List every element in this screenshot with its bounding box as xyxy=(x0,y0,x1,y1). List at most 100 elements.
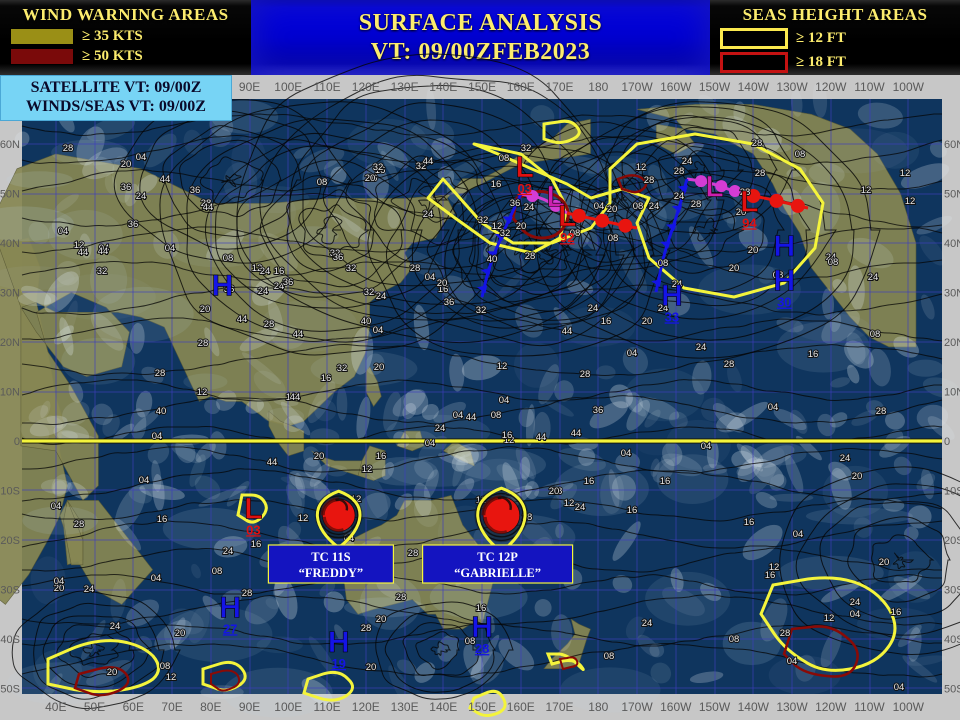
svg-text:04: 04 xyxy=(499,395,510,406)
svg-text:28: 28 xyxy=(264,319,275,330)
svg-text:100E: 100E xyxy=(274,80,302,94)
svg-text:28: 28 xyxy=(155,368,166,379)
svg-text:08: 08 xyxy=(223,253,234,264)
svg-text:110E: 110E xyxy=(314,700,341,714)
svg-text:50S: 50S xyxy=(944,684,960,696)
svg-text:150W: 150W xyxy=(699,700,731,714)
svg-text:100W: 100W xyxy=(893,80,925,94)
svg-text:24: 24 xyxy=(642,618,653,629)
svg-text:44: 44 xyxy=(562,326,573,337)
svg-text:28: 28 xyxy=(408,548,419,559)
svg-text:20S: 20S xyxy=(944,535,960,547)
svg-text:16: 16 xyxy=(627,505,638,516)
svg-text:04: 04 xyxy=(373,325,384,336)
svg-text:40N: 40N xyxy=(944,238,960,250)
svg-text:16: 16 xyxy=(808,349,819,360)
svg-text:04: 04 xyxy=(453,410,464,421)
svg-text:20: 20 xyxy=(376,614,387,625)
svg-text:03: 03 xyxy=(246,522,260,537)
svg-text:04: 04 xyxy=(136,152,147,163)
svg-text:110W: 110W xyxy=(854,700,885,714)
svg-text:32: 32 xyxy=(478,215,489,226)
svg-text:24: 24 xyxy=(258,286,269,297)
svg-text:20: 20 xyxy=(121,159,132,170)
svg-text:32: 32 xyxy=(97,266,108,277)
svg-text:08: 08 xyxy=(160,661,171,672)
svg-text:08: 08 xyxy=(828,257,839,268)
svg-text:H: H xyxy=(773,230,795,263)
svg-text:36: 36 xyxy=(444,297,455,308)
svg-text:180: 180 xyxy=(588,80,608,94)
svg-text:28: 28 xyxy=(691,199,702,210)
svg-text:H: H xyxy=(328,626,350,659)
svg-text:24: 24 xyxy=(674,191,685,202)
svg-text:20: 20 xyxy=(374,362,385,373)
svg-text:20: 20 xyxy=(879,557,890,568)
svg-text:32: 32 xyxy=(500,228,511,239)
svg-text:40S: 40S xyxy=(0,634,20,646)
svg-text:24: 24 xyxy=(868,272,879,283)
svg-text:30S: 30S xyxy=(0,585,20,597)
svg-text:28: 28 xyxy=(780,628,791,639)
svg-text:140W: 140W xyxy=(738,80,770,94)
svg-text:H: H xyxy=(219,591,241,624)
svg-text:08: 08 xyxy=(729,634,740,645)
svg-text:160E: 160E xyxy=(507,80,535,94)
svg-text:30: 30 xyxy=(777,295,791,310)
svg-text:H: H xyxy=(773,265,795,298)
svg-text:04: 04 xyxy=(621,448,632,459)
svg-text:28: 28 xyxy=(361,623,372,634)
svg-text:36: 36 xyxy=(190,185,201,196)
svg-text:24: 24 xyxy=(696,342,707,353)
svg-text:40S: 40S xyxy=(944,634,960,646)
svg-text:44: 44 xyxy=(160,174,171,185)
svg-text:16: 16 xyxy=(584,476,595,487)
svg-text:08: 08 xyxy=(604,651,615,662)
svg-text:10N: 10N xyxy=(944,387,960,399)
svg-text:04: 04 xyxy=(594,201,605,212)
svg-text:160W: 160W xyxy=(660,700,692,714)
svg-text:28: 28 xyxy=(475,641,489,656)
svg-text:03: 03 xyxy=(517,181,531,196)
svg-text:L: L xyxy=(558,200,576,233)
svg-text:04: 04 xyxy=(787,656,798,667)
svg-text:150E: 150E xyxy=(468,80,496,94)
svg-text:44: 44 xyxy=(98,246,109,257)
svg-text:16: 16 xyxy=(891,607,902,618)
svg-text:40: 40 xyxy=(361,316,372,327)
svg-text:04: 04 xyxy=(152,431,163,442)
svg-text:H: H xyxy=(212,270,234,303)
svg-text:140E: 140E xyxy=(429,700,457,714)
svg-text:24: 24 xyxy=(136,191,147,202)
svg-text:170E: 170E xyxy=(545,80,573,94)
svg-text:“GABRIELLE”: “GABRIELLE” xyxy=(454,566,541,580)
svg-text:44: 44 xyxy=(466,412,477,423)
svg-text:28: 28 xyxy=(644,175,655,186)
svg-text:20N: 20N xyxy=(0,337,20,349)
svg-text:44: 44 xyxy=(423,156,434,167)
svg-text:28: 28 xyxy=(674,166,685,177)
svg-text:12: 12 xyxy=(166,672,177,683)
svg-text:12: 12 xyxy=(197,387,208,398)
svg-text:04: 04 xyxy=(139,475,150,486)
svg-text:12: 12 xyxy=(298,513,309,524)
svg-text:10S: 10S xyxy=(0,486,20,498)
svg-text:32: 32 xyxy=(346,263,357,274)
svg-text:30N: 30N xyxy=(0,288,20,300)
svg-text:44: 44 xyxy=(293,329,304,340)
svg-text:H: H xyxy=(661,279,683,312)
svg-text:16: 16 xyxy=(274,266,285,277)
svg-text:27: 27 xyxy=(223,621,237,636)
svg-text:40E: 40E xyxy=(45,700,66,714)
svg-text:08: 08 xyxy=(212,566,223,577)
svg-text:20: 20 xyxy=(607,204,618,215)
svg-text:L: L xyxy=(244,492,262,525)
svg-text:12: 12 xyxy=(497,361,508,372)
svg-text:24: 24 xyxy=(435,423,446,434)
svg-text:04: 04 xyxy=(425,438,436,449)
svg-text:20: 20 xyxy=(200,304,211,315)
svg-text:44: 44 xyxy=(237,314,248,325)
svg-text:L: L xyxy=(740,185,758,218)
svg-text:28: 28 xyxy=(242,588,253,599)
svg-text:20: 20 xyxy=(437,278,448,289)
